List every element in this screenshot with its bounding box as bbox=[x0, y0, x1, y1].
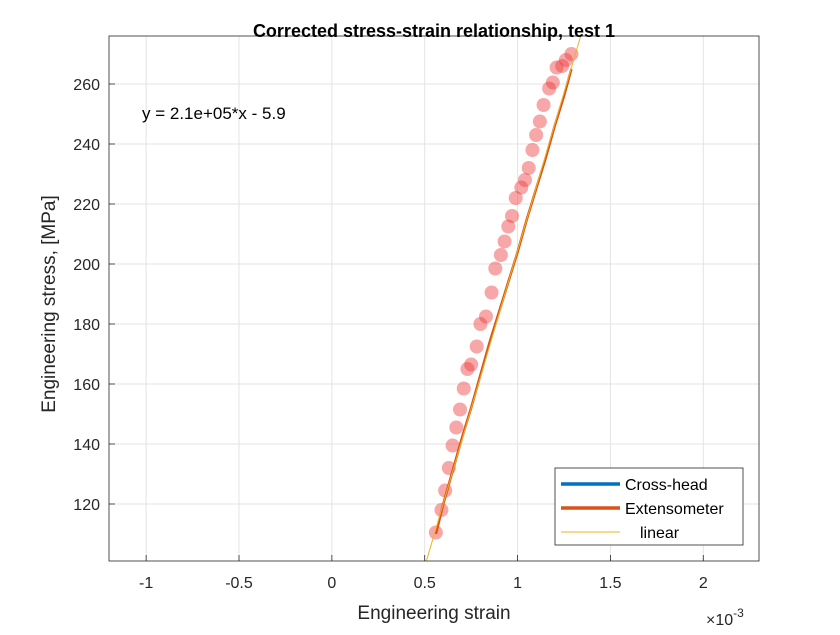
x-tick-label: 1 bbox=[513, 575, 522, 592]
data-marker bbox=[501, 219, 516, 234]
chart-title: Corrected stress-strain relationship, te… bbox=[253, 21, 615, 41]
data-marker bbox=[529, 128, 544, 142]
y-tick-label: 200 bbox=[73, 257, 100, 274]
legend-label-cross-head: Cross-head bbox=[625, 477, 708, 494]
data-marker bbox=[445, 438, 460, 453]
y-tick-label: 240 bbox=[73, 137, 100, 154]
y-tick-label: 160 bbox=[73, 377, 100, 394]
data-marker bbox=[521, 161, 536, 175]
data-marker bbox=[542, 81, 557, 96]
y-tick-label: 120 bbox=[73, 497, 100, 514]
x-tick-label: -1 bbox=[139, 575, 153, 592]
data-marker bbox=[460, 362, 475, 376]
legend-label-extensometer: Extensometer bbox=[625, 501, 724, 518]
data-marker bbox=[525, 143, 540, 157]
x-exponent-power: -3 bbox=[733, 606, 744, 620]
data-marker bbox=[558, 53, 573, 67]
data-marker bbox=[479, 309, 493, 324]
x-tick-label: 2 bbox=[699, 575, 708, 592]
y-axis-label: Engineering stress, [MPa] bbox=[39, 195, 60, 413]
series-line-linear bbox=[425, 36, 582, 561]
data-marker bbox=[456, 381, 471, 396]
x-tick-label: 0 bbox=[327, 575, 336, 592]
x-exponent-label: ×10-3 bbox=[706, 606, 744, 629]
data-marker bbox=[555, 59, 570, 73]
x-exponent-base: ×10 bbox=[706, 612, 733, 629]
data-marker bbox=[545, 75, 560, 90]
data-marker bbox=[564, 47, 579, 61]
axes-frame bbox=[108, 35, 760, 562]
data-marker bbox=[484, 285, 499, 300]
y-tick-label: 220 bbox=[73, 197, 100, 214]
data-marker bbox=[549, 60, 564, 75]
plot-layer bbox=[425, 36, 582, 561]
fit-equation-annotation: y = 2.1e+05*x - 5.9 bbox=[142, 104, 286, 123]
x-tick-label: 1.5 bbox=[599, 575, 621, 592]
data-marker bbox=[518, 173, 532, 187]
x-tick-label: 0.5 bbox=[414, 575, 436, 592]
axis-ticks: -1 -0.5 0 0.5 1 1.5 2 120 140 160 180 200 220 240 260 bbox=[73, 77, 708, 592]
y-tick-label: 180 bbox=[73, 317, 100, 334]
legend-label-linear: linear bbox=[640, 525, 680, 542]
data-marker bbox=[488, 261, 503, 276]
data-marker bbox=[508, 191, 523, 205]
x-tick-label: -0.5 bbox=[225, 575, 253, 592]
data-marker bbox=[536, 98, 551, 112]
y-tick-label: 260 bbox=[73, 77, 100, 94]
data-marker bbox=[497, 234, 512, 249]
data-marker bbox=[469, 339, 484, 354]
data-marker bbox=[532, 114, 547, 129]
data-marker bbox=[493, 248, 508, 262]
data-marker bbox=[514, 180, 529, 195]
data-marker bbox=[464, 357, 479, 372]
data-marker bbox=[505, 209, 519, 223]
x-axis-label: Engineering strain bbox=[357, 603, 510, 624]
data-marker bbox=[449, 420, 464, 435]
legend: Cross-head Extensometer linear bbox=[554, 467, 744, 546]
data-marker bbox=[453, 402, 467, 417]
y-tick-label: 140 bbox=[73, 437, 100, 454]
data-marker bbox=[473, 317, 488, 331]
